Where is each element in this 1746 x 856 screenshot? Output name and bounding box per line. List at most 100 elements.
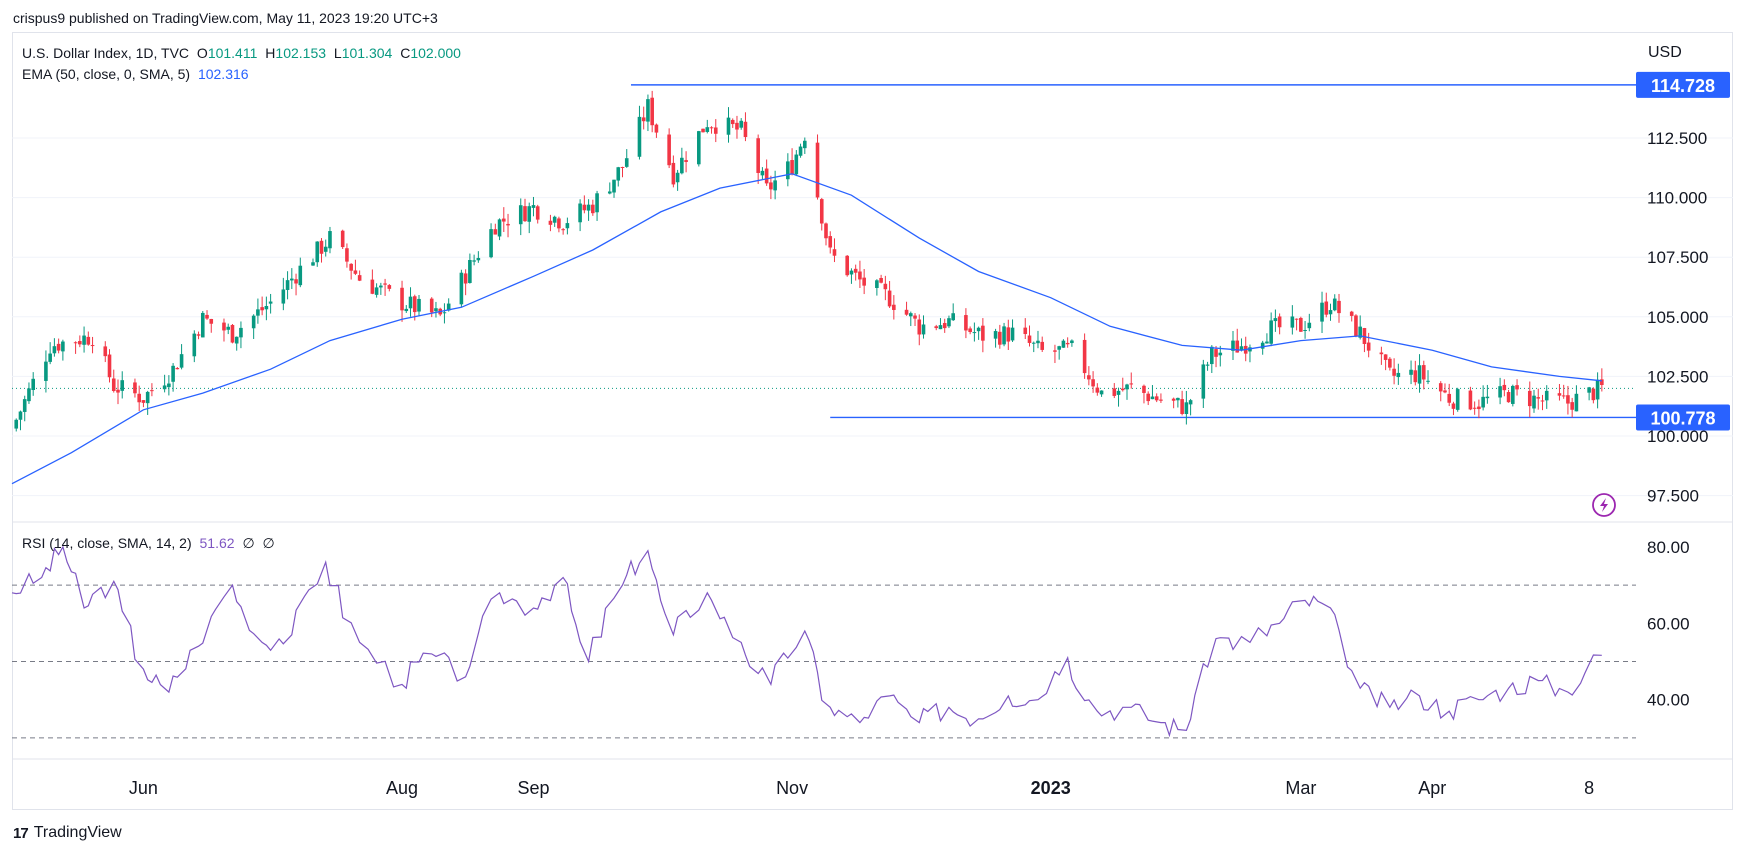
candle-body [22, 399, 27, 412]
candle-body [400, 287, 404, 311]
candle-body [951, 313, 955, 321]
candle-body [1150, 396, 1155, 400]
candle-body [705, 127, 710, 132]
candle-body [141, 400, 146, 403]
candle-body [230, 324, 235, 343]
rsi-extra-2: ∅ [262, 535, 275, 551]
candle-body [417, 298, 421, 312]
candle-body [701, 128, 705, 133]
candle-body [1358, 326, 1362, 338]
candle-body [1087, 375, 1091, 380]
candle-body [501, 218, 506, 222]
candle-body [1447, 393, 1452, 403]
price-tick-label: 107.500 [1647, 248, 1708, 267]
candle-body [1366, 342, 1371, 351]
candle-body [1307, 322, 1312, 329]
lightning-icon[interactable] [1592, 493, 1616, 517]
candle-body [1294, 318, 1299, 320]
candle-body [472, 260, 476, 262]
rsi-tick-label: 80.00 [1647, 538, 1690, 557]
candle-body [179, 354, 184, 368]
candle-body [1362, 328, 1367, 345]
candle-body [133, 382, 137, 394]
price-label-text: 114.728 [1651, 76, 1715, 96]
candle-body [1544, 390, 1549, 401]
candle-body [845, 255, 849, 276]
candle-body [1506, 392, 1511, 403]
candle-body [1574, 393, 1579, 412]
ema-label[interactable]: EMA (50, close, 0, SMA, 5) [22, 66, 191, 82]
symbol-label[interactable]: U.S. Dollar Index, 1D, TVC [22, 45, 190, 61]
candle-body [1023, 327, 1028, 335]
candle-body [1481, 396, 1485, 408]
price-tick-label: 97.500 [1647, 487, 1699, 506]
candle-body [150, 390, 154, 392]
candle-body [27, 388, 31, 402]
candle-body [993, 331, 998, 339]
candle-body [1095, 387, 1100, 393]
time-tick-label: 2023 [1031, 778, 1071, 798]
candle-body [981, 325, 985, 341]
rsi-extra-1: ∅ [242, 535, 255, 551]
rsi-series [11, 545, 1636, 739]
close-value: 102.000 [410, 45, 461, 61]
candle-body [1595, 379, 1600, 400]
candle-body [1328, 310, 1333, 315]
rsi-label[interactable]: RSI (14, close, SMA, 14, 2) [22, 535, 192, 551]
price-tick-label: 105.000 [1647, 308, 1708, 327]
candle-body [1159, 399, 1163, 401]
candle-body [1511, 385, 1515, 404]
candle-body [239, 327, 243, 338]
candle-body [1426, 380, 1430, 382]
candle-body [1125, 384, 1129, 390]
candle-body [268, 301, 273, 304]
candle-body [1061, 340, 1066, 348]
candle-body [523, 206, 527, 222]
candle-body [883, 283, 888, 290]
candle-body [468, 259, 472, 283]
candle-body [357, 275, 362, 281]
candle-body [947, 318, 951, 327]
candle-body [1332, 298, 1337, 311]
candle-body [790, 160, 794, 175]
price-tick-label: 112.500 [1647, 129, 1707, 148]
candle-body [641, 117, 646, 122]
candle-body [875, 280, 879, 289]
candle-body [637, 116, 642, 157]
tradingview-logo[interactable]: 17 TradingView [13, 824, 122, 842]
candle-body [535, 206, 540, 220]
candle-body [730, 119, 735, 125]
candle-body [620, 166, 625, 168]
candle-body [709, 127, 714, 129]
price-label-box [1636, 404, 1730, 431]
candle-body [145, 391, 150, 404]
chart-frame [12, 32, 1733, 810]
candle-body [1451, 403, 1456, 409]
candle-body [48, 353, 52, 362]
candle-body [595, 193, 599, 213]
candle-body [285, 280, 290, 290]
candle-body [1515, 385, 1519, 390]
candle-body [879, 277, 883, 283]
candle-body [1477, 406, 1481, 410]
candle-body [383, 283, 387, 285]
candle-body [459, 272, 464, 305]
candle-body [1027, 335, 1032, 343]
candle-body [1413, 370, 1418, 383]
candle-body [167, 383, 171, 388]
candle-body [853, 268, 858, 273]
candle-body [667, 134, 671, 166]
candle-body [73, 342, 78, 344]
candle-body [1472, 407, 1477, 409]
candle-body [1443, 390, 1447, 393]
candle-body [162, 385, 167, 390]
candle-body [120, 380, 125, 391]
candle-body [968, 328, 972, 333]
candle-body [78, 341, 82, 345]
horizontal-levels: 114.728 100.778 [12, 71, 1730, 431]
candle-body [345, 248, 349, 262]
candle-body [921, 324, 926, 335]
candle-body [697, 131, 701, 165]
ema-line [11, 173, 1602, 485]
